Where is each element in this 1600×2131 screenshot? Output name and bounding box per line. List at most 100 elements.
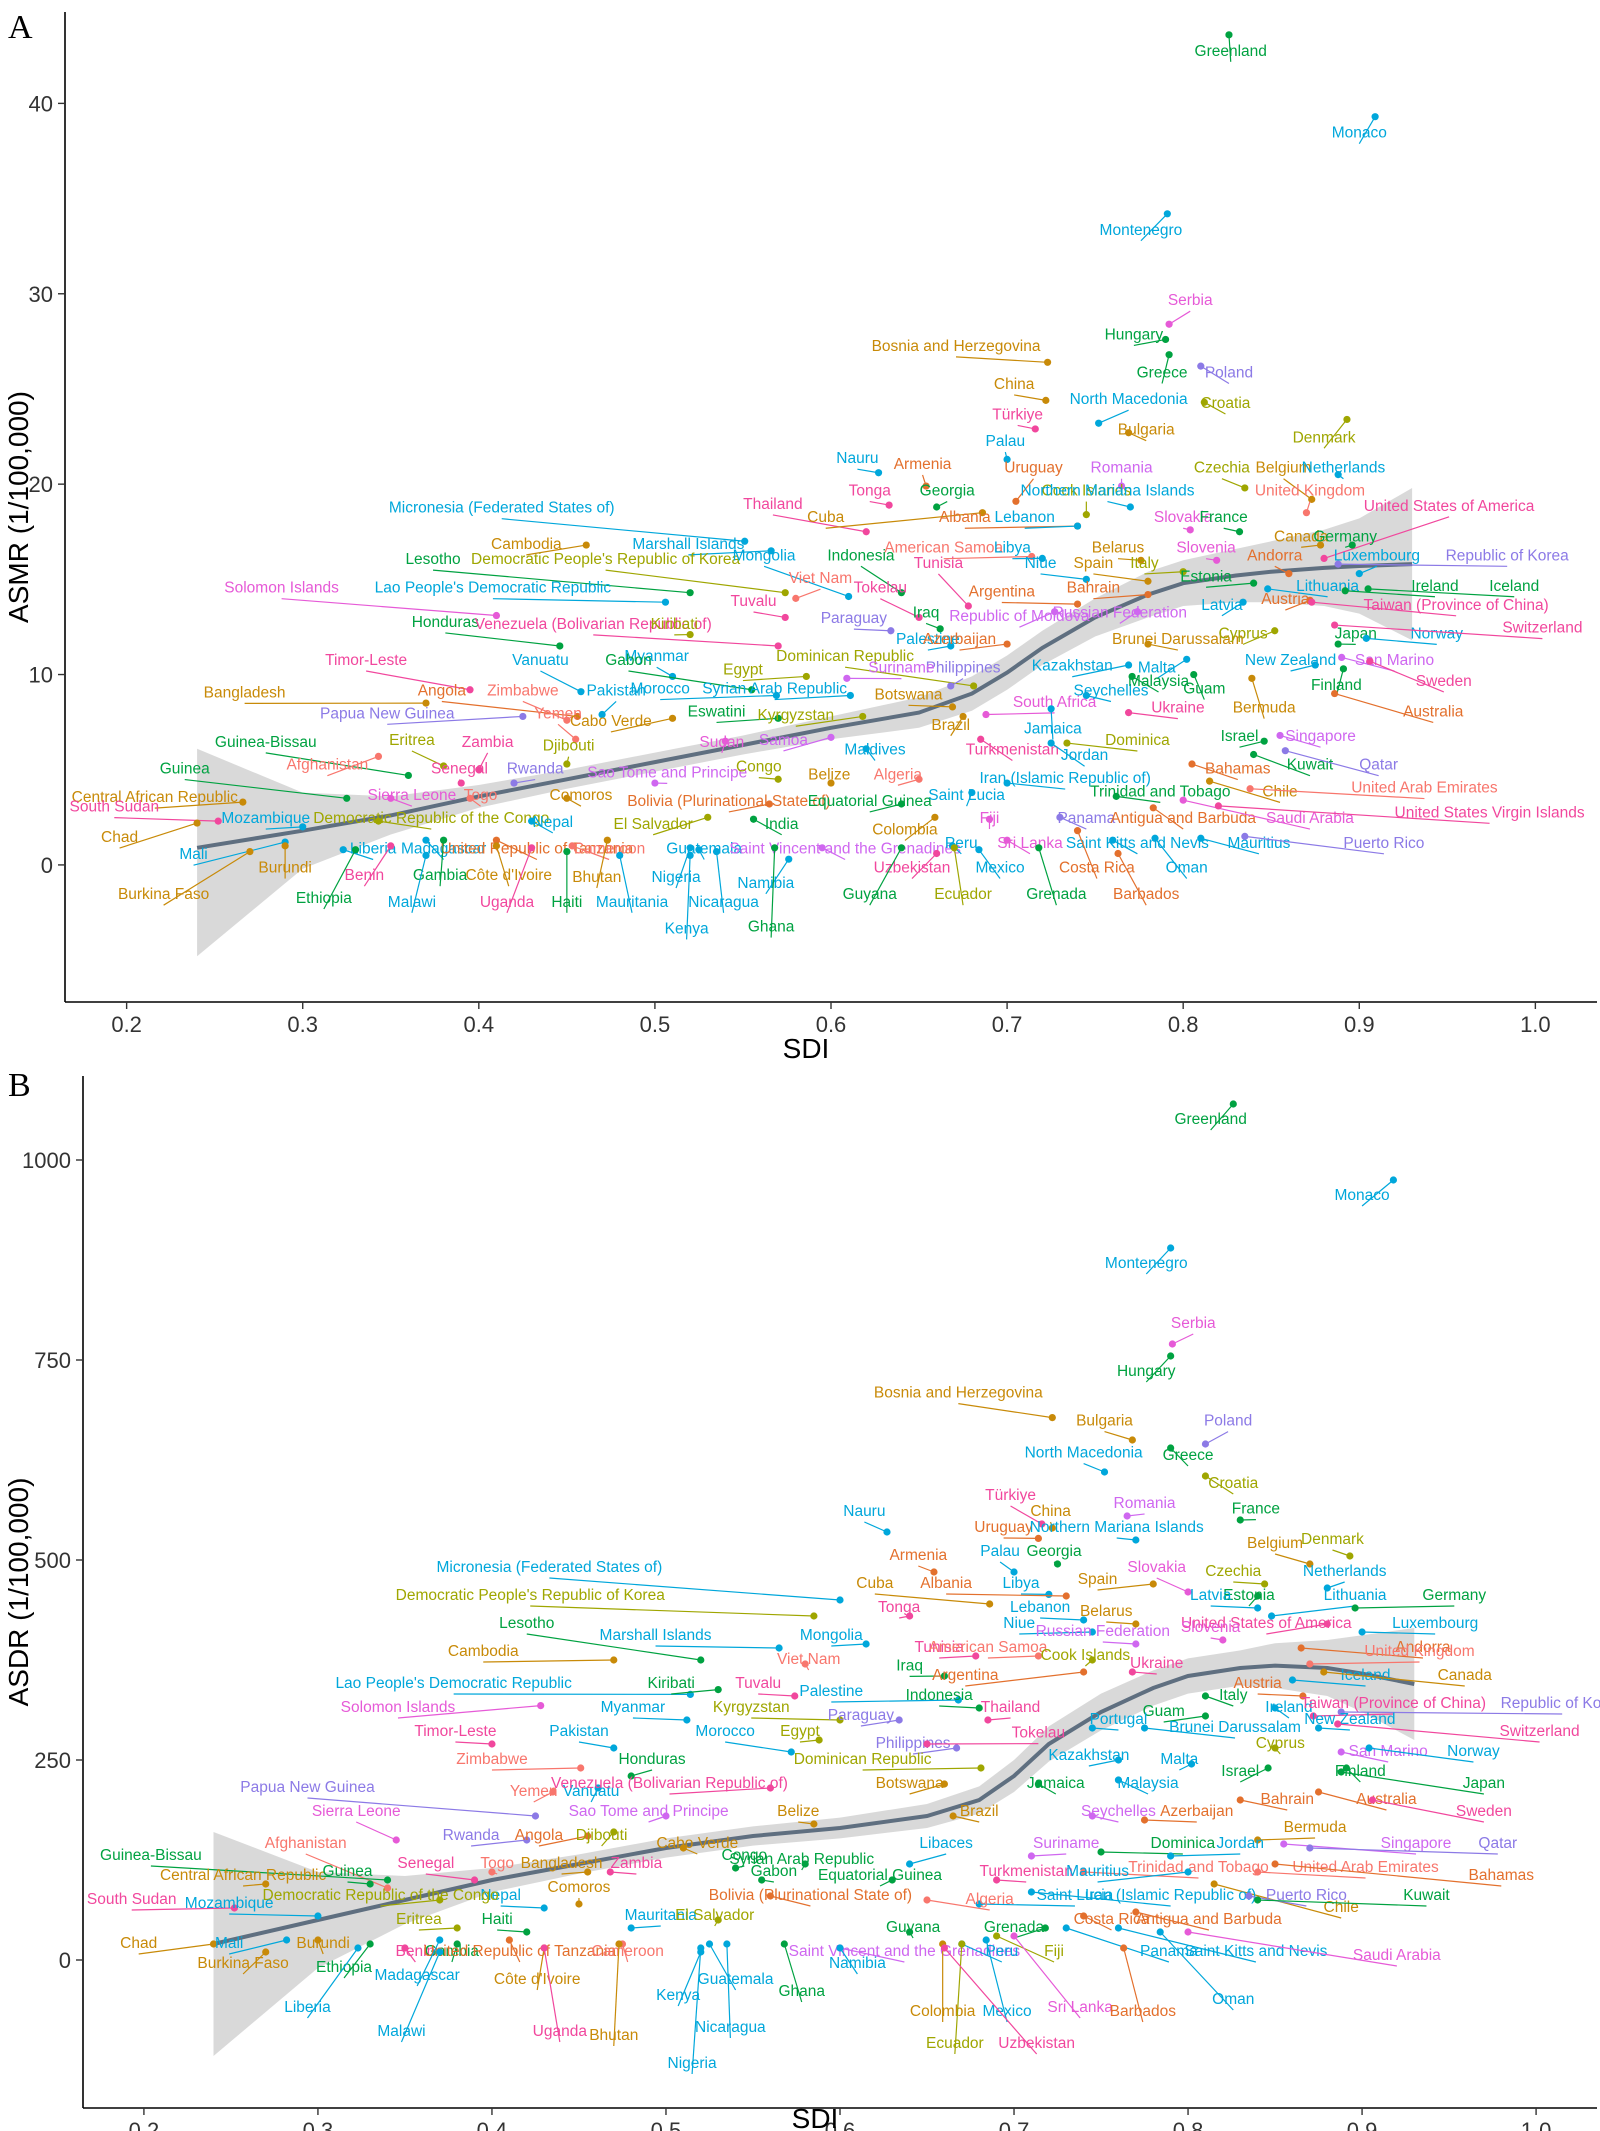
data-point — [933, 503, 941, 511]
point-label: Azerbaijan — [1160, 1803, 1233, 1820]
point-label: Comoros — [548, 1879, 611, 1896]
point-label: China — [1030, 1503, 1071, 1520]
leader-line — [1059, 816, 1087, 830]
point-label: Belarus — [1092, 540, 1145, 557]
point-label: Luxembourg — [1392, 1615, 1478, 1632]
data-point — [1027, 1852, 1036, 1860]
point-label: Tuvalu — [735, 1675, 781, 1692]
point-label: United States of America — [1181, 1615, 1352, 1632]
point-label: Bahamas — [1205, 761, 1271, 778]
point-label: Palestine — [799, 1683, 863, 1700]
data-point — [940, 1672, 949, 1680]
data-point — [1271, 1704, 1279, 1712]
data-point — [1144, 640, 1152, 648]
data-point — [1167, 1352, 1175, 1360]
point-label: Viet Nam — [789, 570, 852, 587]
data-point — [1109, 836, 1117, 844]
point-label: Haiti — [551, 894, 582, 911]
data-point — [209, 1940, 218, 1948]
data-point — [1308, 598, 1316, 606]
data-point — [1080, 1912, 1088, 1920]
y-tick-label: 40 — [29, 91, 53, 116]
leader-line — [1135, 1911, 1210, 1931]
leader-line — [1318, 1727, 1350, 1731]
data-point — [993, 1932, 1001, 1940]
data-point — [610, 1744, 618, 1752]
leader-line — [1007, 782, 1066, 790]
leader-line — [1274, 1553, 1311, 1565]
leader-line — [1221, 601, 1244, 617]
leader-line — [1019, 611, 1055, 628]
data-point — [1124, 709, 1133, 717]
data-point — [1342, 1764, 1351, 1772]
data-point — [1190, 670, 1198, 679]
point-label: Palau — [986, 433, 1026, 450]
point-label: Finland — [1335, 1763, 1386, 1780]
data-point — [1241, 832, 1249, 840]
data-point — [1073, 522, 1082, 530]
trend-line — [213, 1663, 1415, 1946]
point-label: Pakistan — [549, 1723, 608, 1740]
point-label: Bahrain — [1067, 580, 1120, 597]
leader-line — [631, 1925, 661, 1929]
leader-line — [131, 1907, 235, 1911]
point-label: Afghanistan — [286, 757, 368, 774]
data-point — [1003, 640, 1011, 648]
point-label: Burundi — [258, 860, 311, 877]
point-label: Republic of Korea — [1446, 547, 1570, 564]
leader-line — [1093, 573, 1149, 582]
point-label: Grenada — [1026, 886, 1087, 903]
x-tick-label: 0.5 — [651, 2118, 682, 2131]
leader-line — [1154, 837, 1188, 879]
point-label: Uganda — [480, 894, 535, 911]
data-point — [1161, 335, 1170, 344]
data-point — [457, 779, 465, 787]
data-point — [1250, 750, 1258, 759]
point-label: China — [994, 376, 1035, 393]
data-point — [1337, 1748, 1345, 1756]
point-label: Peru — [945, 835, 978, 852]
y-tick-label: 10 — [29, 663, 53, 688]
point-label: Dominica — [1151, 1835, 1216, 1852]
point-label: Türkiye — [985, 1487, 1036, 1504]
data-point — [1031, 425, 1039, 433]
data-point — [1351, 1604, 1359, 1612]
leader-line — [691, 1947, 702, 2075]
data-point — [1062, 1924, 1070, 1932]
leader-line — [1088, 1759, 1119, 1767]
point-label: Burkina Faso — [197, 1955, 288, 1972]
data-point — [1389, 1176, 1397, 1184]
leader-line — [1341, 1751, 1389, 1763]
leader-line — [1118, 1927, 1257, 1963]
leader-line — [660, 694, 777, 701]
point-label: Croatia — [1200, 395, 1250, 412]
data-point — [563, 794, 571, 802]
x-tick-label: 0.4 — [477, 2118, 508, 2131]
point-label: Belgium — [1256, 460, 1312, 477]
leader-line — [1144, 571, 1184, 575]
leader-line — [1170, 1853, 1241, 1857]
point-label: Brunei Darussalam — [1169, 1719, 1301, 1736]
leader-line — [549, 1577, 841, 1601]
leader-line — [1283, 478, 1313, 500]
point-label: Australia — [1356, 1791, 1417, 1808]
data-point — [563, 716, 571, 724]
leader-line — [1205, 1431, 1229, 1445]
y-tick-label: 20 — [29, 472, 53, 497]
data-point — [528, 844, 536, 852]
point-label: Viet Nam — [777, 1651, 840, 1668]
data-point — [774, 642, 782, 650]
leader-line — [959, 643, 1008, 651]
data-point — [573, 712, 582, 721]
point-label: Mongolia — [800, 1627, 863, 1644]
point-label: Republic of Korea — [1501, 1695, 1600, 1712]
point-label: Canada — [1438, 1667, 1493, 1684]
data-point — [436, 1896, 444, 1904]
panel-b: B Greenland Monaco Montenegro Serbia Hungary B… — [3, 1067, 1600, 2131]
data-point — [1311, 661, 1319, 669]
data-point — [1264, 1764, 1272, 1772]
leader-line — [1187, 1931, 1397, 1967]
leader-line — [1345, 590, 1436, 598]
leader-line — [1038, 847, 1057, 906]
leader-line — [860, 1719, 900, 1727]
